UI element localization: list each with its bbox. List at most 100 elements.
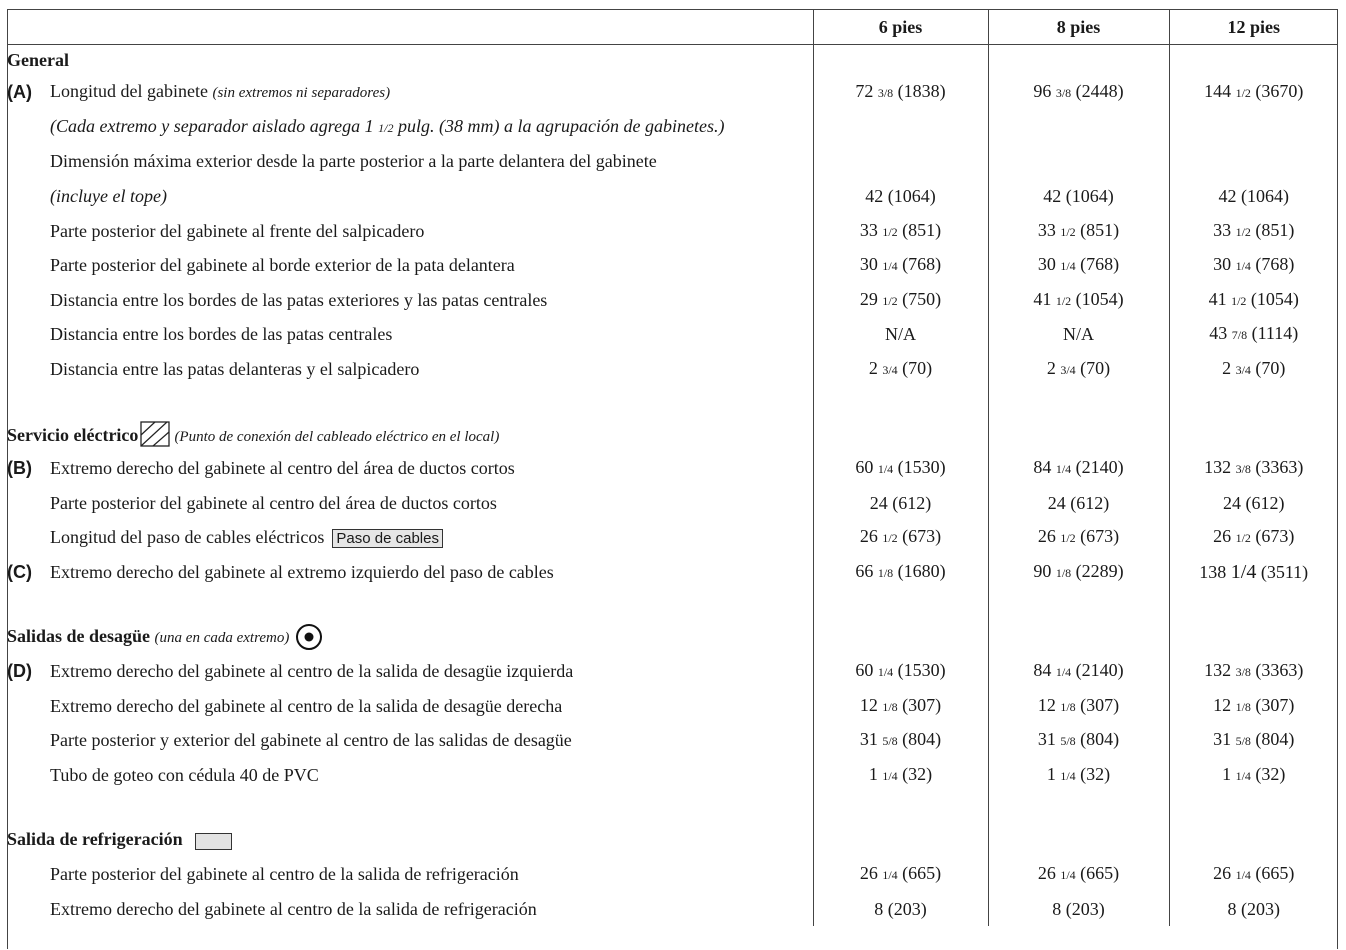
section-row-general: General [7,44,1338,75]
row-letter: (A) [7,82,32,103]
section-note-drains: (una en cada extremo) [154,629,290,646]
row-label: Distancia entre los bordes de las patas … [50,324,393,345]
value-6ft: 42 (1064) [812,178,988,214]
spacer-row [7,589,1338,620]
value-8ft: 96 3/8 (2448) [987,75,1169,110]
table-row: Parte posterior del gabinete al frente d… [7,213,1338,248]
value-6ft: 29 1/2 (750) [812,282,988,318]
extremes-note: (Cada extremo y separador aislado agrega… [50,115,725,136]
row-label: Parte posterior del gabinete al frente d… [50,220,425,241]
drain-outlet-icon [296,623,323,650]
value-8ft: 42 (1064) [987,178,1169,214]
value-12ft: 1 1/4 (32) [1168,757,1338,793]
row-letter: (C) [7,562,32,583]
value-8ft: 26 1/4 (665) [987,856,1169,892]
row-label: Extremo derecho del gabinete al extremo … [50,562,554,583]
section-title-drains: Salidas de desagüe [7,625,151,646]
table-row: Distancia entre los bordes de las patas … [7,282,1338,318]
table-row: Distancia entre las patas delanteras y e… [7,351,1338,387]
header-blank [7,10,813,45]
table-row: Extremo derecho del gabinete al centro d… [7,891,1338,927]
table-row: Parte posterior del gabinete al centro d… [7,485,1338,521]
row-label: Extremo derecho del gabinete al centro d… [50,898,537,919]
value-6ft: 30 1/4 (768) [812,247,988,283]
row-letter: (D) [7,661,32,682]
value-8ft: 84 1/4 (2140) [987,450,1169,486]
value-8ft: 12 1/8 (307) [987,688,1169,724]
value-12ft: 43 7/8 (1114) [1168,317,1338,352]
table-row: (C) Extremo derecho del gabinete al extr… [7,554,1338,590]
row-label: Longitud del gabinete (sin extremos ni s… [50,81,391,102]
value-8ft: 84 1/4 (2140) [987,653,1169,689]
spacer-row [7,386,1338,417]
value-8ft: 90 1/8 (2289) [987,554,1169,590]
cable-passage-legend: Paso de cables [332,529,443,549]
row-label: Extremo derecho del gabinete al centro d… [50,695,563,716]
value-6ft: 2 3/4 (70) [812,351,988,387]
value-6ft: N/A [812,317,988,352]
table-row: (incluye el tope) 42 (1064) 42 (1064) 42… [7,178,1338,214]
value-6ft: 66 1/8 (1680) [812,554,988,590]
column-header-12ft: 12 pies [1168,10,1338,45]
column-header-6ft: 6 pies [812,10,988,45]
value-8ft: 31 5/8 (804) [987,723,1169,758]
section-note-electrical: (Punto de conexión del cableado eléctric… [174,428,500,445]
header-row: 6 pies 8 pies 12 pies [7,10,1338,45]
value-6ft: 72 3/8 (1838) [812,75,988,110]
section-header-drains: Salidas de desagüe (una en cada extremo) [7,619,813,654]
value-8ft: 26 1/2 (673) [987,520,1169,555]
row-note: (incluye el tope) [50,186,167,207]
note-row-extremes: (Cada extremo y separador aislado agrega… [7,109,1338,145]
value-12ft: 132 3/8 (3363) [1168,653,1338,689]
table-row: Longitud del paso de cables eléctricos Pa… [7,520,1338,555]
column-header-8ft: 8 pies [987,10,1169,45]
value-12ft: 33 1/2 (851) [1168,213,1338,248]
value-12ft: 12 1/8 (307) [1168,688,1338,724]
row-note: (sin extremos ni separadores) [212,85,391,102]
row-label: Parte posterior y exterior del gabinete … [50,730,572,751]
value-12ft: 26 1/4 (665) [1168,856,1338,892]
section-row-drains: Salidas de desagüe (una en cada extremo) [7,619,1338,654]
value-8ft: 30 1/4 (768) [987,247,1169,283]
table-row: Parte posterior del gabinete al centro d… [7,856,1338,892]
value-8ft: 8 (203) [987,891,1169,927]
table-row: (A) Longitud del gabinete (sin extremos … [7,75,1338,110]
row-label: Longitud del paso de cables eléctricos Pa… [50,520,813,555]
table-row: (B) Extremo derecho del gabinete al cent… [7,450,1338,486]
table-row: Tubo de goteo con cédula 40 de PVC 1 1/4… [7,757,1338,793]
value-12ft: 138 1/4 (3511) [1168,554,1338,590]
table-row: Extremo derecho del gabinete al centro d… [7,688,1338,724]
value-12ft: 31 5/8 (804) [1168,723,1338,758]
value-6ft: 1 1/4 (32) [812,757,988,793]
row-label: Extremo derecho del gabinete al centro d… [50,661,574,682]
row-label: Parte posterior del gabinete al centro d… [50,864,519,885]
section-header-refrigeration: Salida de refrigeración [7,822,813,857]
value-12ft: 41 1/2 (1054) [1168,282,1338,318]
row-label: Distancia entre las patas delanteras y e… [50,359,420,380]
value-12ft: 132 3/8 (3363) [1168,450,1338,486]
value-6ft: 60 1/4 (1530) [812,653,988,689]
table-row: (D) Extremo derecho del gabinete al cent… [7,653,1338,689]
value-6ft: 8 (203) [812,891,988,927]
value-6ft: 33 1/2 (851) [812,213,988,248]
value-12ft: 26 1/2 (673) [1168,520,1338,555]
row-letter: (B) [7,458,32,479]
value-8ft: N/A [987,317,1169,352]
refrigeration-outlet-swatch [194,832,232,850]
value-12ft: 24 (612) [1168,485,1338,521]
row-label: Parte posterior del gabinete al borde ex… [50,255,515,276]
row-label: Tubo de goteo con cédula 40 de PVC [50,764,319,785]
table-row: Parte posterior y exterior del gabinete … [7,723,1338,758]
value-8ft: 41 1/2 (1054) [987,282,1169,318]
value-8ft: 24 (612) [987,485,1169,521]
section-title-general: General [7,50,69,70]
dimensions-table: 6 pies 8 pies 12 pies General (A) Longit… [7,10,1338,927]
section-row-refrigeration: Salida de refrigeración [7,822,1338,857]
value-8ft: 1 1/4 (32) [987,757,1169,793]
spacer-row [7,792,1338,823]
row-label: Dimensión máxima exterior desde la parte… [50,151,657,172]
hatched-square-icon [140,420,171,447]
value-6ft: 26 1/2 (673) [812,520,988,555]
table-row: Distancia entre los bordes de las patas … [7,317,1338,352]
value-6ft: 60 1/4 (1530) [812,450,988,486]
